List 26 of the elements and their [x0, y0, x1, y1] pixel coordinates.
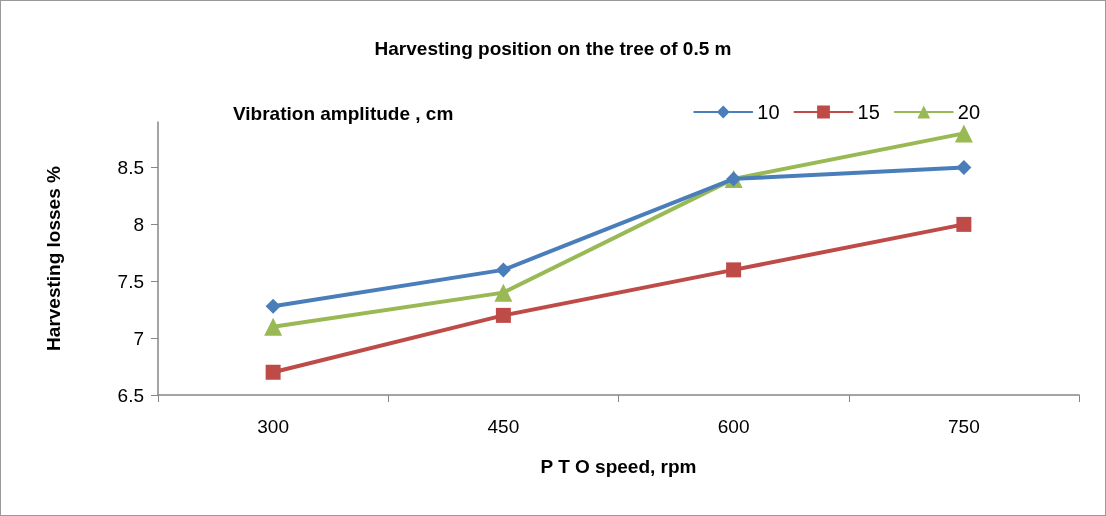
legend-label: 10 — [757, 101, 780, 123]
x-tick-label: 750 — [948, 416, 980, 437]
point — [956, 216, 972, 232]
x-tick-label: 300 — [257, 416, 289, 437]
y-tick-label: 7.5 — [117, 270, 144, 292]
point — [956, 160, 972, 175]
point — [726, 262, 742, 278]
y-tick-label: 8.5 — [117, 157, 144, 178]
y-tick-label: 8 — [133, 213, 144, 235]
y-axis-title: Harvesting losses % — [43, 166, 64, 351]
point — [954, 124, 973, 143]
point — [265, 298, 281, 314]
point — [495, 262, 511, 278]
x-tick-label: 450 — [487, 416, 520, 437]
point — [265, 364, 281, 380]
legend-label: 20 — [957, 101, 980, 123]
chart-title: Harvesting position on the tree of 0.5 m — [374, 38, 732, 59]
point — [494, 283, 513, 302]
point — [495, 307, 511, 323]
legend-label: 15 — [857, 101, 880, 123]
y-tick-label: 6.5 — [117, 384, 144, 406]
x-tick-label: 600 — [717, 416, 750, 437]
y-tick-label: 7 — [133, 327, 144, 349]
point — [264, 317, 283, 336]
legend-title: Vibration amplitude , cm — [233, 103, 454, 124]
x-axis-title: P T O speed, rpm — [540, 456, 697, 477]
